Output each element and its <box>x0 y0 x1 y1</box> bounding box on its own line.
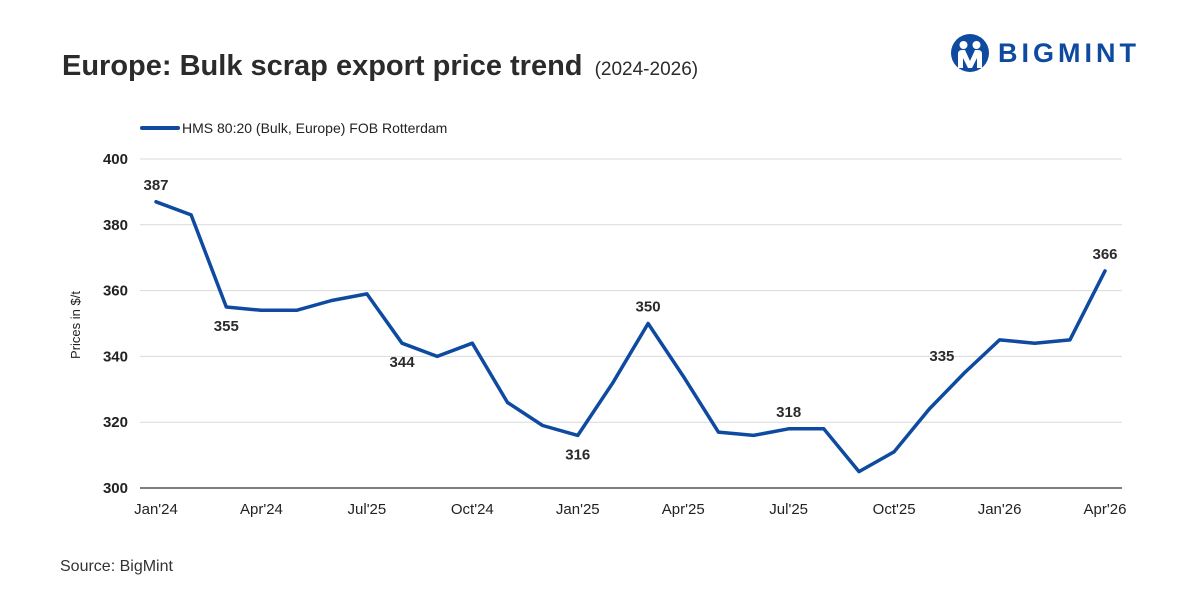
data-label: 316 <box>565 446 590 463</box>
data-point <box>541 423 545 427</box>
data-label: 335 <box>929 348 954 365</box>
series-line <box>154 200 1107 474</box>
series-layer <box>154 200 1107 474</box>
data-label: 350 <box>636 299 661 316</box>
x-tick-label: Jul'25 <box>348 501 387 518</box>
legend-label: HMS 80:20 (Bulk, Europe) FOB Rotterdam <box>182 120 447 136</box>
data-point <box>330 298 334 302</box>
data-labels: 387 355 344 316 350 318 335 366 <box>143 177 1117 464</box>
data-point <box>716 430 720 434</box>
chart-title: Europe: Bulk scrap export price trend (2… <box>62 50 698 83</box>
chart-subtitle: (2024-2026) <box>594 59 699 80</box>
data-point <box>470 341 474 345</box>
x-tick-label: Jan'24 <box>134 501 178 518</box>
x-axis: Jan'24 Apr'24 Jul'25 Oct'24 Jan'25 Apr'25 Jul'… <box>134 501 1126 518</box>
x-tick-label: Apr'25 <box>662 501 705 518</box>
data-point <box>435 354 439 358</box>
source-note: Source: BigMint <box>60 558 173 575</box>
legend: HMS 80:20 (Bulk, Europe) FOB Rotterdam <box>140 120 447 136</box>
data-point <box>1068 338 1072 342</box>
x-tick-label: Oct'24 <box>451 501 494 518</box>
data-point <box>295 308 299 312</box>
data-point <box>646 322 650 325</box>
y-tick-label: 320 <box>103 414 128 431</box>
x-tick-label: Apr'26 <box>1084 501 1127 518</box>
data-point <box>154 200 158 204</box>
data-point <box>822 427 826 431</box>
data-point <box>857 470 861 474</box>
data-point <box>1103 269 1107 273</box>
grid-lines <box>140 158 1122 489</box>
data-point <box>505 400 509 404</box>
data-point <box>927 407 931 411</box>
data-label: 318 <box>776 404 801 421</box>
y-tick-label: 300 <box>103 480 128 497</box>
y-tick-label: 380 <box>103 217 128 234</box>
y-tick-label: 340 <box>103 348 128 365</box>
x-tick-label: Jan'25 <box>556 501 600 518</box>
data-point <box>892 450 896 454</box>
chart-title-main: Europe: Bulk scrap export price trend <box>62 50 583 82</box>
y-tick-label: 400 <box>103 151 128 168</box>
y-tick-label: 360 <box>103 283 128 300</box>
brand-wordmark: BIGMINT <box>998 37 1140 68</box>
data-point <box>1033 341 1037 345</box>
data-label: 344 <box>390 354 416 371</box>
data-point <box>365 292 369 296</box>
data-label: 387 <box>143 177 168 194</box>
data-label: 366 <box>1092 246 1117 263</box>
x-tick-label: Jan'26 <box>978 501 1022 518</box>
data-point <box>962 371 966 375</box>
data-point <box>787 427 791 431</box>
brand-logo: BIGMINT <box>950 33 1140 73</box>
data-point <box>189 213 193 217</box>
people-icon <box>951 34 989 72</box>
data-point <box>224 305 228 309</box>
x-tick-label: Oct'25 <box>873 501 916 518</box>
data-point <box>681 374 685 378</box>
data-label: 355 <box>214 318 239 335</box>
data-point <box>400 341 404 345</box>
y-axis: 300 320 340 360 380 400 <box>103 151 128 497</box>
data-point <box>752 433 756 437</box>
x-tick-label: Apr'24 <box>240 501 283 518</box>
y-axis-title: Prices in $/t <box>68 291 83 359</box>
data-point <box>259 308 263 312</box>
x-tick-label: Jul'25 <box>769 501 808 518</box>
data-point <box>576 433 580 437</box>
data-point <box>998 338 1002 342</box>
data-point <box>611 381 615 385</box>
